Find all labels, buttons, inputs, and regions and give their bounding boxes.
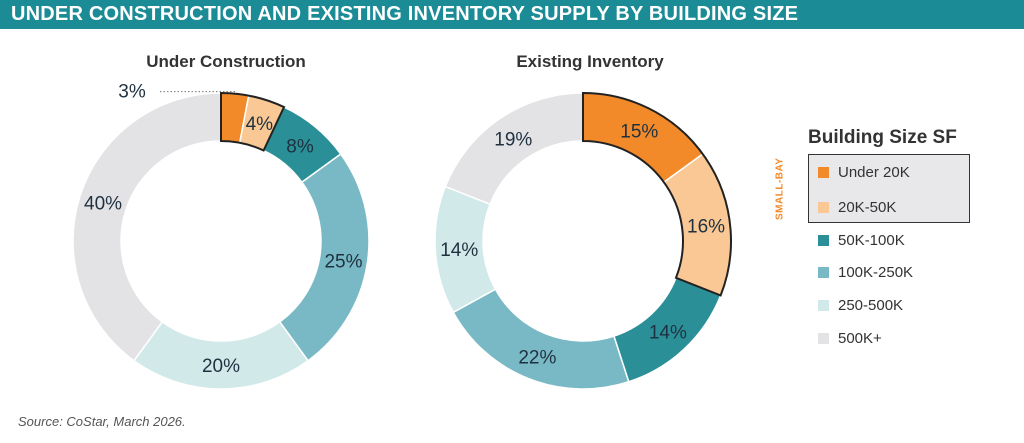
slice-label: 8% bbox=[286, 136, 314, 157]
legend-item: 100K-250K bbox=[818, 261, 913, 283]
slice-label: 16% bbox=[687, 216, 725, 237]
legend-swatch bbox=[818, 266, 829, 278]
legend-label: 500K+ bbox=[838, 329, 882, 347]
chart-title-under-construction: Under Construction bbox=[146, 52, 306, 71]
legend-label: 20K-50K bbox=[838, 198, 897, 216]
legend-title: Building Size SF bbox=[808, 127, 957, 148]
slice-label: 19% bbox=[494, 129, 532, 150]
slice-label: 25% bbox=[324, 251, 362, 272]
legend-item: 20K-50K bbox=[818, 196, 896, 218]
legend-item: Under 20K bbox=[818, 161, 910, 183]
legend-item: 500K+ bbox=[818, 327, 882, 349]
report-header: UNDER CONSTRUCTION AND EXISTING INVENTOR… bbox=[0, 0, 1024, 29]
legend-item: 250-500K bbox=[818, 294, 903, 316]
slice-label: 22% bbox=[518, 347, 556, 368]
chart-title-existing-inventory: Existing Inventory bbox=[516, 52, 664, 71]
legend-label: 50K-100K bbox=[838, 231, 905, 249]
legend-swatch bbox=[818, 299, 829, 311]
slice-label: 15% bbox=[620, 122, 658, 143]
slice-label: 14% bbox=[649, 322, 687, 343]
legend-label: 250-500K bbox=[838, 296, 904, 314]
legend-swatch bbox=[818, 166, 829, 178]
legend-label: 100K-250K bbox=[838, 263, 914, 281]
legend-item: 50K-100K bbox=[818, 229, 905, 251]
small-bay-outline bbox=[220, 91, 286, 152]
slice-label: 40% bbox=[84, 194, 122, 215]
donut-slice-6 bbox=[72, 92, 222, 362]
small-bay-highlight-box bbox=[808, 154, 970, 223]
legend-label: Under 20K bbox=[838, 163, 910, 181]
small-bay-outline bbox=[582, 91, 732, 297]
small-bay-label: SMALL-BAY bbox=[774, 157, 786, 220]
slice-label: 14% bbox=[440, 240, 478, 261]
source-note: Source: CoStar, March 2026. bbox=[18, 414, 186, 429]
legend-swatch bbox=[818, 332, 829, 344]
slice-label: 3% bbox=[118, 82, 146, 103]
donut-slice-4 bbox=[452, 288, 630, 390]
slice-label: 20% bbox=[202, 356, 240, 377]
slice-label: 4% bbox=[246, 114, 274, 135]
legend-swatch bbox=[818, 234, 829, 246]
legend-swatch bbox=[818, 201, 829, 213]
